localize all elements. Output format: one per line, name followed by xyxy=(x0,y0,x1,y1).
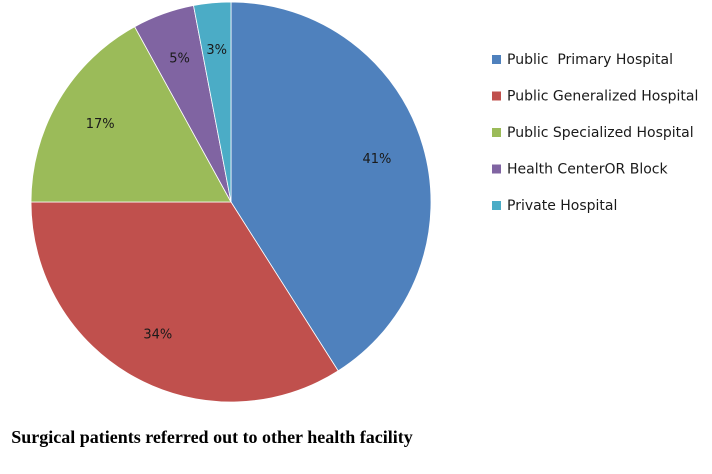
legend-swatch-private-hospital xyxy=(492,201,501,210)
pie-slice-labels: 41% 34% 17% 5% 3% xyxy=(86,43,392,343)
legend-swatch-public-primary-hospital xyxy=(492,55,501,64)
pie-slice-public-specialized-hospital xyxy=(30,26,232,203)
legend: Public Primary Hospital Public Generalize… xyxy=(492,52,698,214)
slice-label-public-generalized-hospital: 34% xyxy=(143,328,172,343)
chart-title: Surgical patients referred out to other … xyxy=(11,427,413,447)
slice-label-public-specialized-hospital: 17% xyxy=(86,117,115,132)
legend-label-public-specialized-hospital: Public Specialized Hospital xyxy=(507,125,694,141)
legend-label-health-centeror-block: Health CenterOR Block xyxy=(507,162,668,178)
legend-label-public-generalized-hospital: Public Generalized Hospital xyxy=(507,89,698,105)
legend-swatch-public-generalized-hospital xyxy=(492,91,501,101)
slice-label-private-hospital: 3% xyxy=(206,43,227,58)
pie-slice-public-generalized-hospital xyxy=(30,201,339,403)
legend-label-private-hospital: Private Hospital xyxy=(507,198,617,214)
legend-swatch-health-centeror-block xyxy=(492,164,501,174)
legend-label-public-primary-hospital: Public Primary Hospital xyxy=(507,52,673,68)
pie-slice-public-primary-hospital xyxy=(230,1,432,372)
slice-label-public-primary-hospital: 41% xyxy=(363,152,392,167)
pie-slice-private-hospital xyxy=(193,1,232,203)
legend-swatch-public-specialized-hospital xyxy=(492,128,501,137)
pie-slices xyxy=(30,1,432,403)
slice-label-health-centeror-block: 5% xyxy=(169,51,190,66)
